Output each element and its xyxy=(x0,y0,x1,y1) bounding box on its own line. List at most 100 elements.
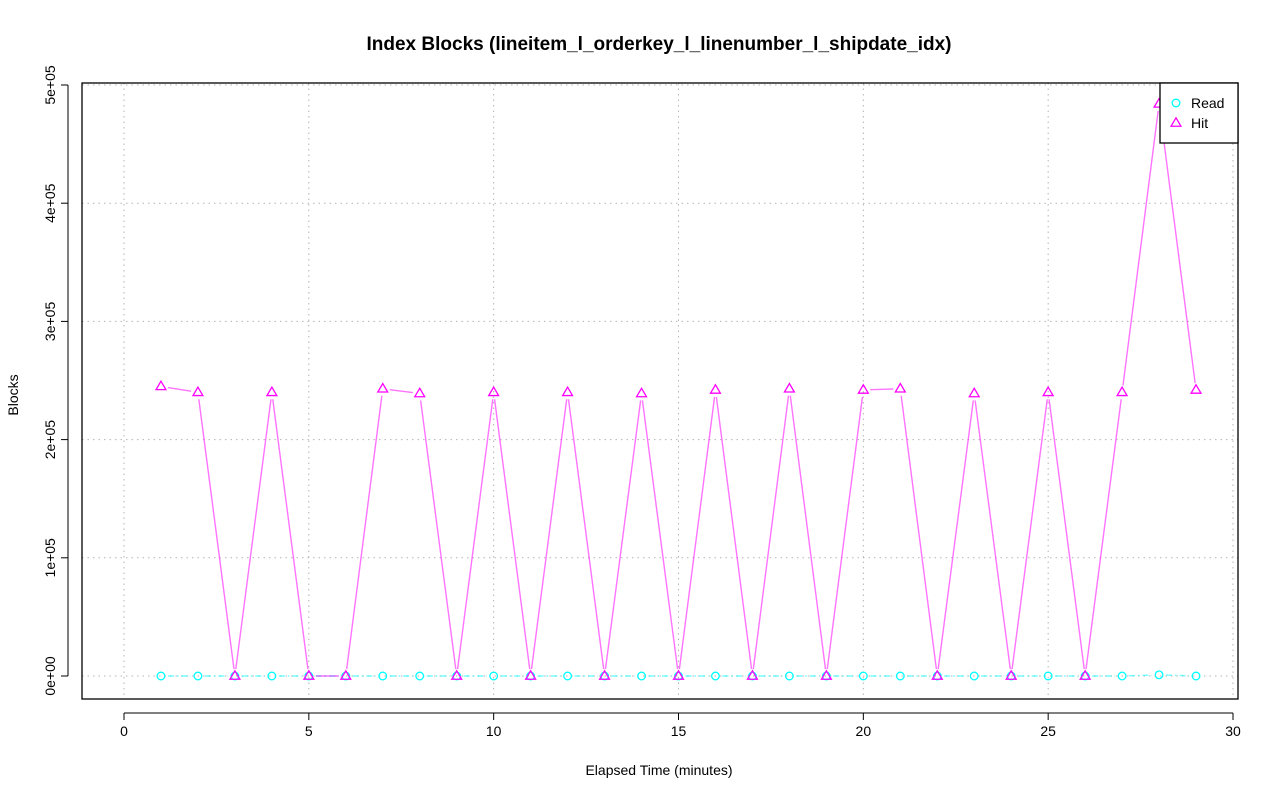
data-point-read xyxy=(563,671,573,681)
x-tick-label: 15 xyxy=(671,723,687,739)
y-axis-label: Blocks xyxy=(5,374,21,415)
series-read xyxy=(156,670,1201,681)
series-line-segment xyxy=(1048,399,1085,670)
data-point-read xyxy=(711,671,720,681)
x-tick-label: 30 xyxy=(1225,723,1241,739)
series-hit xyxy=(154,97,1203,680)
series-line-segment xyxy=(272,399,309,670)
series-line-segment xyxy=(937,400,975,670)
series-line-segment xyxy=(789,395,827,670)
data-point-hit xyxy=(154,379,168,391)
series-line-segment xyxy=(1122,110,1159,386)
legend-label-read: Read xyxy=(1191,95,1224,111)
x-axis-label: Elapsed Time (minutes) xyxy=(585,762,732,778)
data-point-hit xyxy=(1189,383,1203,394)
data-point-read xyxy=(1154,670,1164,680)
data-point-read xyxy=(267,671,277,681)
plot-frame xyxy=(81,82,1239,700)
legend-box xyxy=(1159,82,1239,144)
data-point-read xyxy=(156,671,166,681)
x-tick-label: 0 xyxy=(120,723,128,739)
data-point-hit xyxy=(561,385,574,397)
series-line-segment xyxy=(235,399,272,670)
data-point-read xyxy=(784,671,794,681)
data-point-hit xyxy=(746,669,759,680)
data-point-hit xyxy=(450,669,463,680)
data-point-hit xyxy=(857,383,870,394)
data-point-read xyxy=(637,671,646,681)
series-line-segment xyxy=(1129,674,1153,677)
series-layer xyxy=(154,97,1203,681)
data-point-hit xyxy=(598,669,611,680)
x-tick-label: 5 xyxy=(305,723,313,739)
y-tick-label: 3e+05 xyxy=(42,302,58,342)
series-line-segment xyxy=(167,386,192,392)
data-point-hit xyxy=(413,387,426,398)
data-point-hit xyxy=(672,669,685,680)
series-line-segment xyxy=(1166,674,1190,677)
series-line-segment xyxy=(678,396,716,670)
data-point-hit xyxy=(376,382,389,393)
series-line-segment xyxy=(456,399,494,670)
series-line-segment xyxy=(826,396,864,670)
data-point-read xyxy=(193,671,203,681)
data-point-hit xyxy=(783,382,796,393)
series-line-segment xyxy=(900,395,938,670)
series-line-segment xyxy=(974,400,1011,670)
series-line-segment xyxy=(530,399,568,670)
y-tick-label: 0e+00 xyxy=(42,656,58,696)
grid xyxy=(82,83,1238,699)
data-point-hit xyxy=(191,385,205,397)
data-point-read xyxy=(858,671,868,681)
data-point-hit xyxy=(524,669,537,680)
series-line-segment xyxy=(752,395,790,670)
data-point-hit xyxy=(1116,385,1129,397)
series-line-segment xyxy=(198,399,235,670)
y-tick-label: 4e+05 xyxy=(42,183,58,223)
data-point-hit xyxy=(931,669,944,680)
series-line-segment xyxy=(567,399,605,670)
legend-label-hit: Hit xyxy=(1191,115,1208,131)
data-point-read xyxy=(1043,671,1053,681)
data-point-read xyxy=(895,671,905,681)
data-point-hit xyxy=(339,669,352,680)
data-point-read xyxy=(1191,671,1201,681)
data-point-hit xyxy=(1079,669,1092,680)
series-line-segment xyxy=(389,388,413,394)
data-point-hit xyxy=(487,385,500,397)
data-point-read xyxy=(415,671,425,681)
data-point-hit xyxy=(1005,669,1018,680)
data-point-hit xyxy=(228,669,241,680)
chart-title: Index Blocks (lineitem_l_orderkey_l_line… xyxy=(367,34,952,55)
y-tick-label: 1e+05 xyxy=(42,538,58,578)
series-line-segment xyxy=(493,399,531,670)
data-point-hit xyxy=(709,383,722,394)
y-axis: 0e+00 1e+05 2e+05 3e+05 4e+05 5e+05 xyxy=(42,65,69,696)
data-point-hit xyxy=(968,387,981,398)
data-point-hit xyxy=(265,385,278,397)
series-line-segment xyxy=(1011,399,1048,670)
series-line-segment xyxy=(419,400,457,670)
data-point-read xyxy=(378,671,388,681)
data-point-hit xyxy=(820,669,833,680)
series-line-segment xyxy=(604,400,642,670)
x-tick-label: 10 xyxy=(486,723,502,739)
x-tick-label: 25 xyxy=(1040,723,1056,739)
legend-symbol-hit xyxy=(1169,116,1183,127)
series-line-segment xyxy=(870,388,894,391)
series-line-segment xyxy=(1159,110,1196,384)
legend: Read Hit xyxy=(1159,82,1239,144)
x-axis: 0 5 10 15 20 25 30 xyxy=(120,712,1241,739)
x-tick-label: 20 xyxy=(856,723,872,739)
legend-symbol-read xyxy=(1171,98,1181,108)
series-line-segment xyxy=(641,400,679,670)
y-tick-label: 5e+05 xyxy=(42,65,58,105)
data-point-hit xyxy=(1042,385,1055,397)
y-tick-label: 2e+05 xyxy=(42,420,58,460)
data-point-read xyxy=(1117,671,1127,681)
series-line-segment xyxy=(715,396,753,670)
data-point-hit xyxy=(635,387,648,398)
data-point-read xyxy=(969,671,979,681)
data-point-hit xyxy=(894,382,907,393)
